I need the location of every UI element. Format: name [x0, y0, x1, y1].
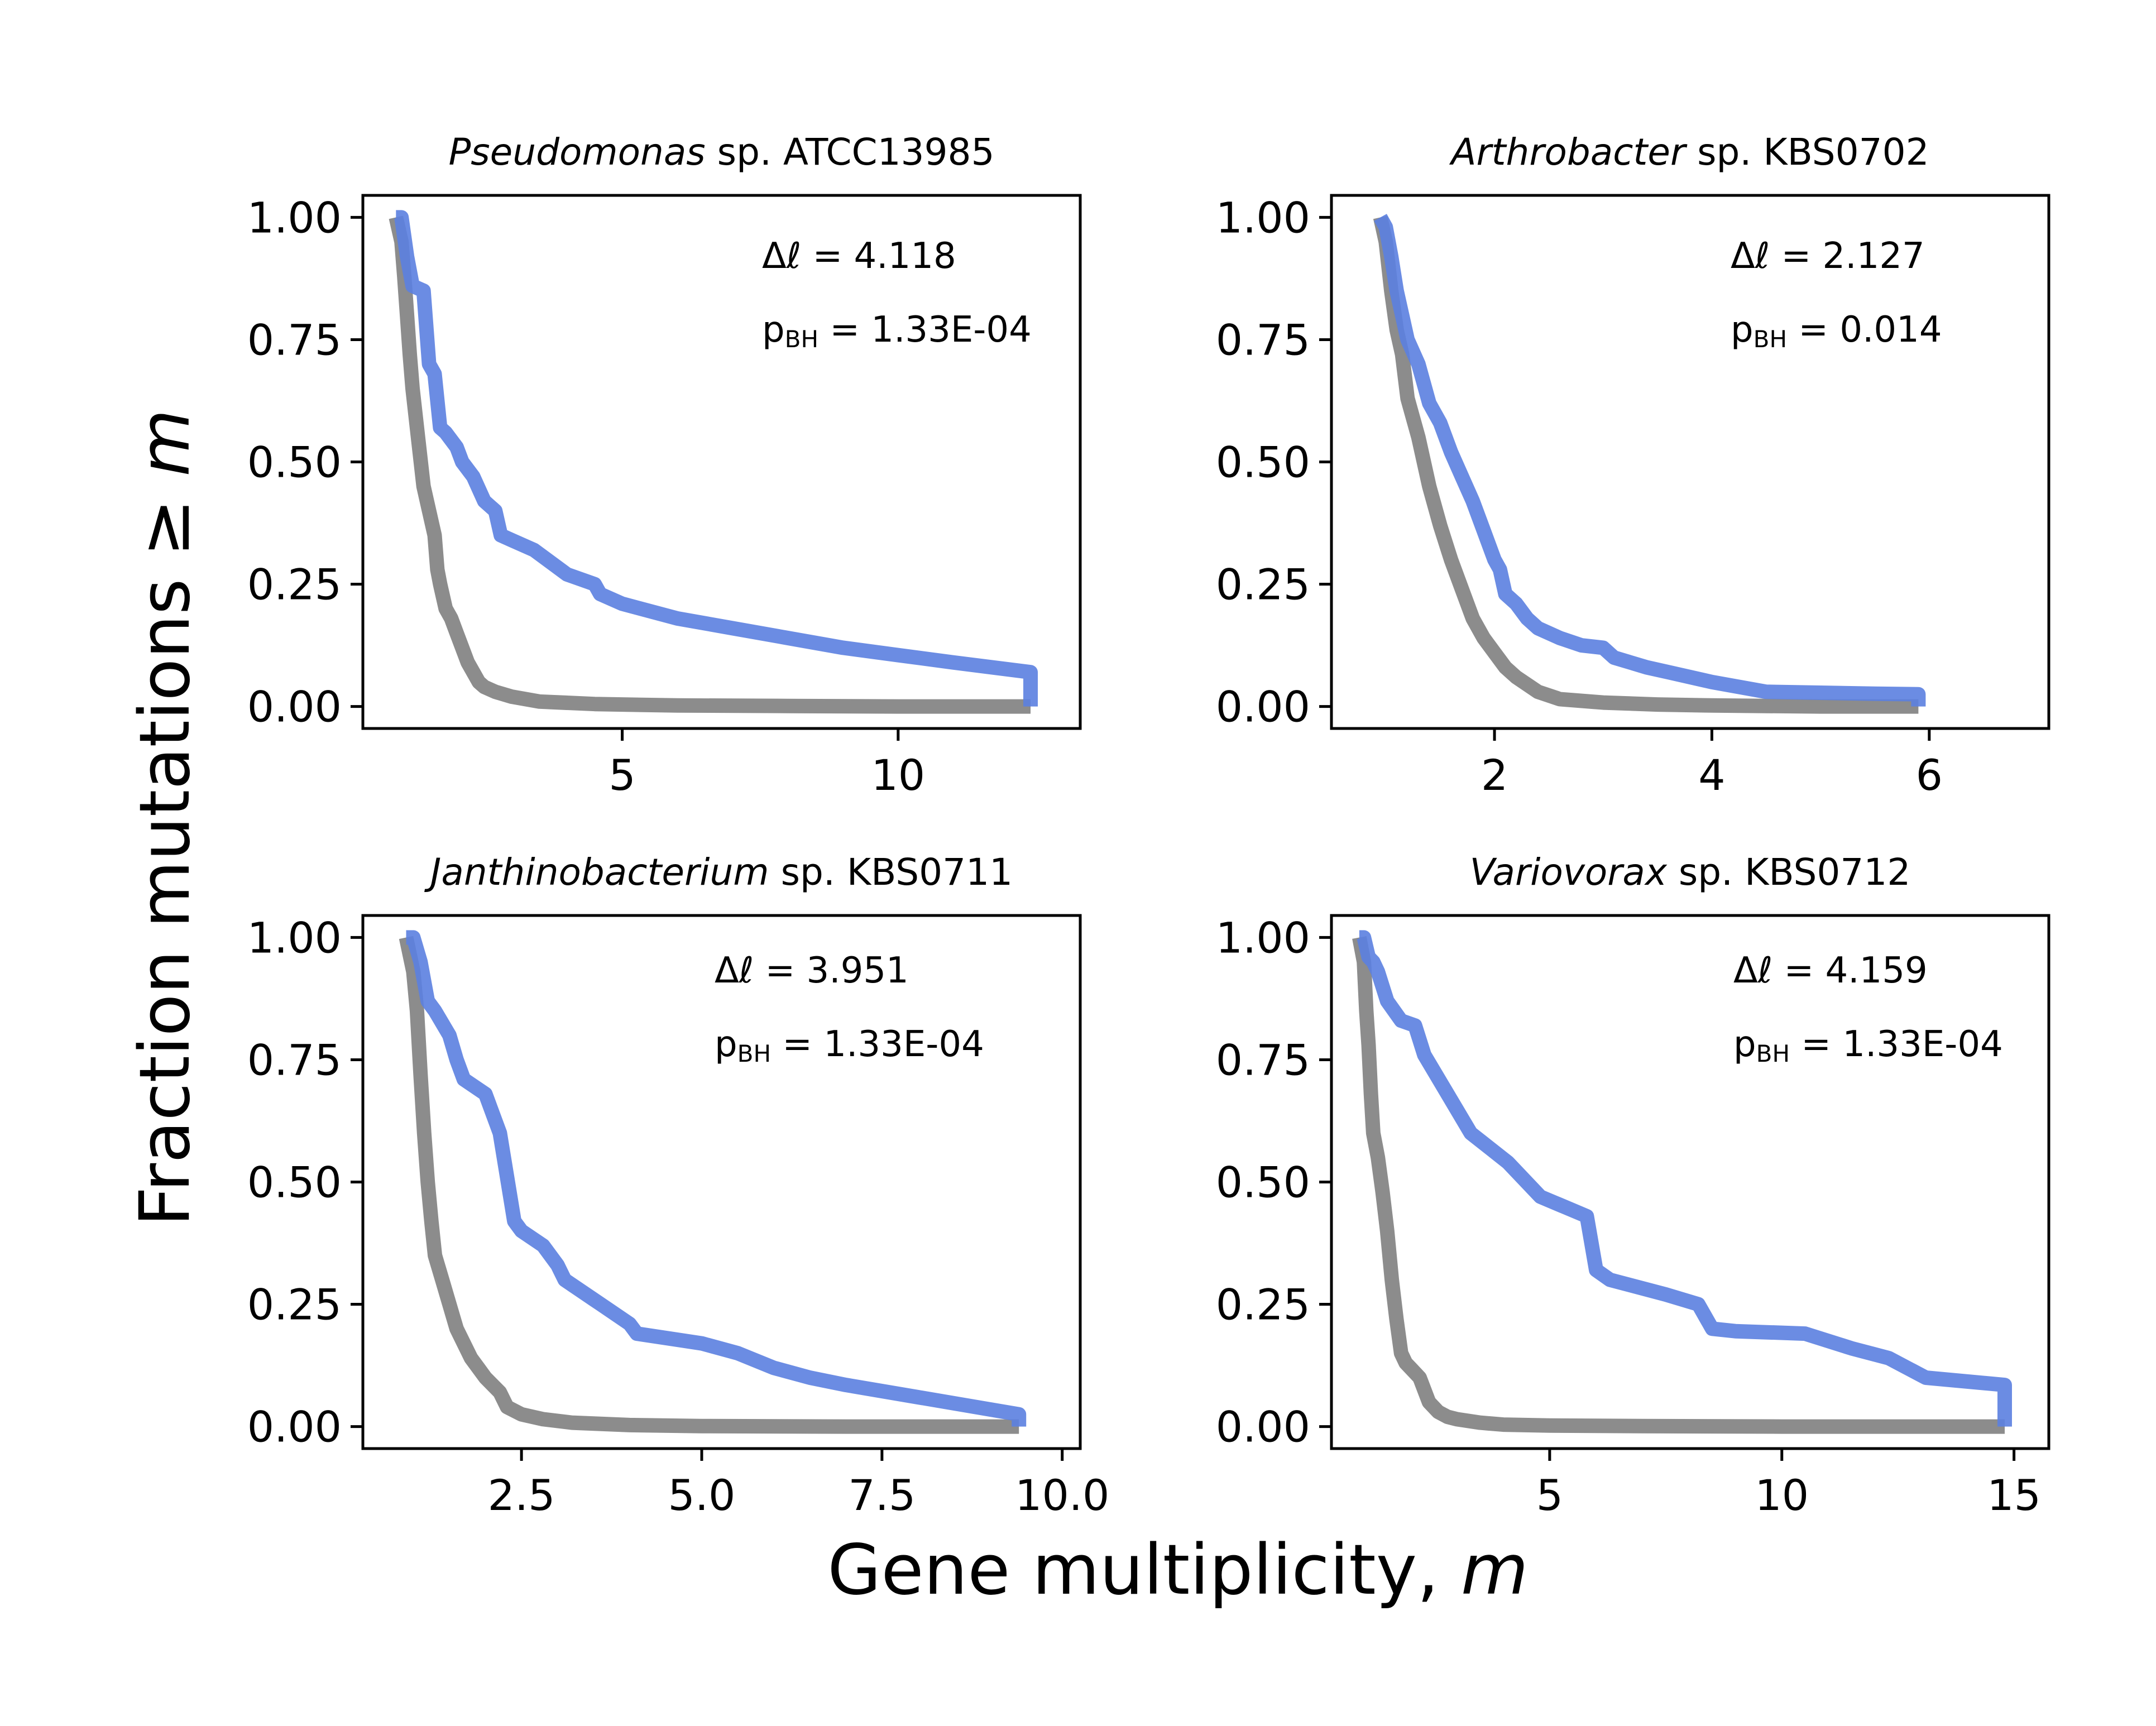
p-value-symbol: p: [1733, 1024, 1756, 1065]
panel-2: 0.00 0.25 0.50 0.75 1.00 2 4 6 Arthrobacter sp. …: [1216, 131, 2050, 800]
panel-title: Janthinobacterium sp. KBS0711: [424, 851, 1013, 894]
p-value-annotation: pBH = 1.33E-04: [762, 309, 1032, 353]
y-axis-label: Fraction mutations ≥ m: [125, 409, 205, 1226]
panel-title-strain: sp. KBS0702: [1685, 131, 1929, 174]
panel-title-strain: sp. ATCC13985: [706, 131, 995, 174]
p-value-subscript: BH: [785, 325, 818, 353]
panel-title: Arthrobacter sp. KBS0702: [1449, 131, 1929, 174]
x-tick-label: 15: [1987, 1470, 2041, 1520]
p-value-subscript: BH: [737, 1040, 771, 1067]
panel-title-genus: Pseudomonas: [448, 131, 705, 174]
y-tick-label: 0.75: [247, 1035, 342, 1085]
y-tick-label: 1.00: [247, 913, 342, 962]
x-tick-label: 10: [871, 750, 925, 800]
series-line-observed-panel-2: [1374, 214, 1926, 707]
y-tick-label: 0.50: [1216, 438, 1310, 487]
series-line-null-panel-1: [389, 215, 1031, 714]
x-tick-label: 10.0: [1015, 1470, 1109, 1520]
x-tick-label: 2: [1481, 750, 1508, 800]
p-value-number: = 1.33E-04: [818, 309, 1032, 351]
delta-l-annotation: Δℓ = 2.127: [1731, 236, 1925, 277]
y-tick-label: 0.75: [247, 315, 342, 365]
panel-title-strain: sp. KBS0711: [769, 851, 1013, 894]
y-tick-label: 0.00: [1216, 682, 1310, 732]
p-value-subscript: BH: [1756, 1040, 1790, 1067]
y-tick-label: 0.00: [1216, 1402, 1310, 1452]
panel-title-genus: Variovorax: [1470, 851, 1668, 894]
series-line-null-panel-4: [1352, 936, 2005, 1434]
panel-title: Pseudomonas sp. ATCC13985: [448, 131, 994, 174]
x-tick-label: 6: [1916, 750, 1943, 800]
x-tick-label: 4: [1698, 750, 1725, 800]
p-value-annotation: pBH = 0.014: [1731, 309, 1942, 353]
x-axis-label: Gene multiplicity, m: [827, 1530, 1528, 1610]
panel-4: 0.00 0.25 0.50 0.75 1.00 5 10 15 Variovorax sp. …: [1216, 851, 2050, 1520]
y-tick-label: 1.00: [247, 193, 342, 242]
series-line-observed-panel-4: [1357, 930, 2012, 1427]
y-tick-label: 1.00: [1216, 913, 1310, 962]
panel-title-genus: Janthinobacterium: [424, 851, 769, 894]
delta-l-annotation: Δℓ = 4.118: [762, 236, 956, 277]
y-tick-label: 0.75: [1216, 1035, 1310, 1085]
y-tick-label: 0.00: [247, 682, 342, 732]
x-tick-label: 5: [1536, 1470, 1563, 1520]
y-tick-label: 0.25: [1216, 560, 1310, 610]
panels: 0.00 0.25 0.50 0.75 1.00 5 10 Pseudomonas sp. A…: [247, 131, 2050, 1520]
series-line-null-panel-3: [399, 936, 1019, 1434]
delta-l-annotation: Δℓ = 4.159: [1733, 950, 1928, 991]
panel-title-strain: sp. KBS0712: [1667, 851, 1910, 894]
y-tick-label: 0.00: [247, 1402, 342, 1452]
p-value-symbol: p: [762, 309, 785, 351]
p-value-symbol: p: [1731, 309, 1753, 351]
p-value-number: = 0.014: [1787, 309, 1942, 351]
y-tick-label: 0.50: [247, 1158, 342, 1207]
x-tick-label: 5.0: [668, 1470, 736, 1520]
p-value-symbol: p: [715, 1024, 737, 1065]
y-tick-label: 0.25: [247, 1280, 342, 1330]
panel-1: 0.00 0.25 0.50 0.75 1.00 5 10 Pseudomonas sp. A…: [247, 131, 1082, 800]
panel-title: Variovorax sp. KBS0712: [1470, 851, 1911, 894]
x-tick-label: 10: [1755, 1470, 1809, 1520]
p-value-subscript: BH: [1753, 325, 1787, 353]
y-tick-label: 0.25: [1216, 1280, 1310, 1330]
y-axis-label-var: m: [125, 409, 205, 477]
y-tick-label: 0.50: [247, 438, 342, 487]
panel-3: 0.00 0.25 0.50 0.75 1.00 2.5 5.0 7.5 10.0 Janthin…: [247, 851, 1110, 1520]
delta-l-annotation: Δℓ = 3.951: [715, 950, 909, 991]
p-value-annotation: pBH = 1.33E-04: [1733, 1024, 2003, 1067]
x-axis-label-var: m: [1461, 1530, 1529, 1610]
p-value-number: = 1.33E-04: [771, 1024, 984, 1065]
series-line-observed-panel-3: [406, 930, 1027, 1427]
panel-title-genus: Arthrobacter: [1449, 131, 1688, 174]
x-tick-label: 5: [609, 750, 635, 800]
x-tick-label: 7.5: [848, 1470, 916, 1520]
x-axis-label-text: Gene multiplicity,: [827, 1530, 1461, 1610]
series-line-null-panel-2: [1373, 215, 1919, 714]
y-tick-label: 0.25: [247, 560, 342, 610]
series-line-observed-panel-1: [394, 210, 1038, 707]
y-tick-label: 1.00: [1216, 193, 1310, 242]
y-tick-label: 0.50: [1216, 1158, 1310, 1207]
p-value-number: = 1.33E-04: [1790, 1024, 2003, 1065]
p-value-annotation: pBH = 1.33E-04: [715, 1024, 984, 1067]
y-tick-label: 0.75: [1216, 315, 1310, 365]
y-axis-label-text: Fraction mutations ≥: [125, 477, 205, 1226]
x-tick-label: 2.5: [488, 1470, 555, 1520]
